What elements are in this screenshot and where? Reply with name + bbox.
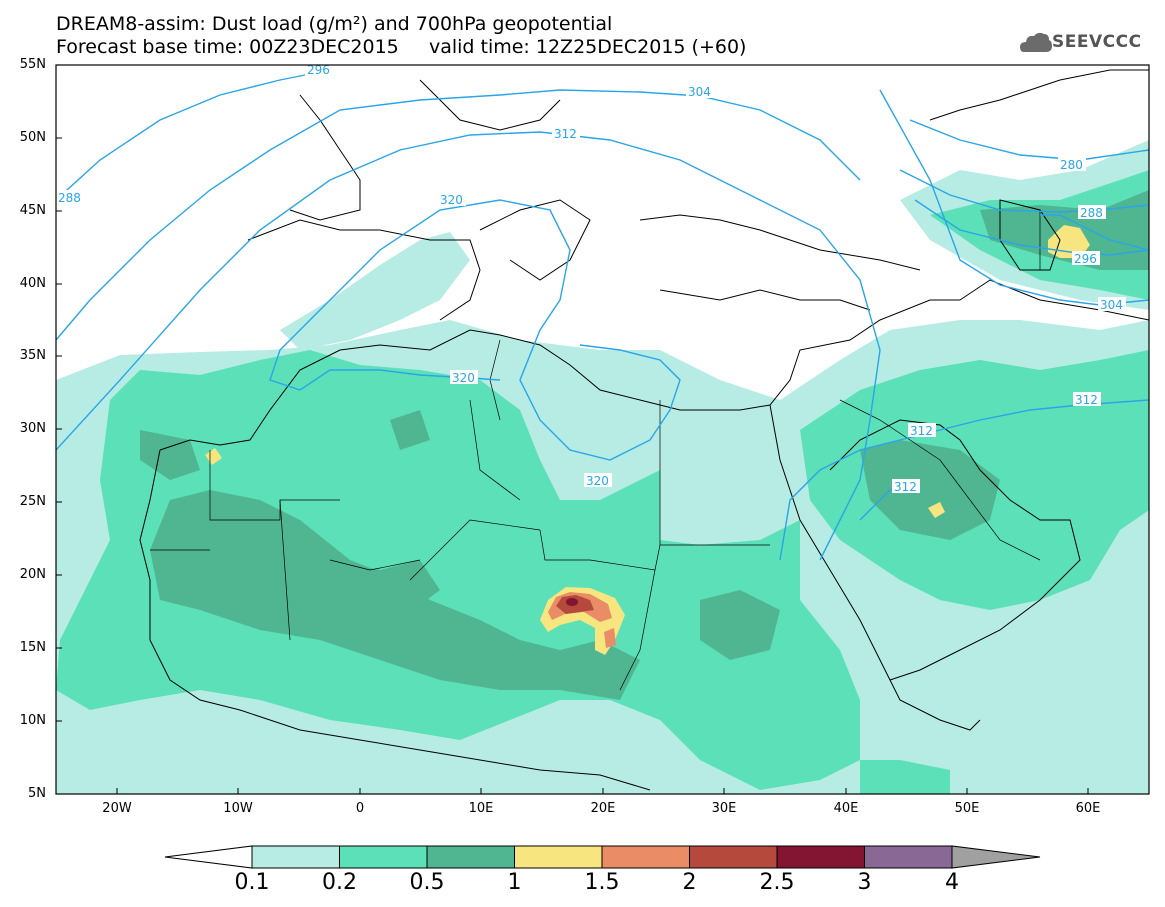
- contour-label-312-gulf: 312: [910, 424, 933, 438]
- title-line-2: Forecast base time: 00Z23DEC2015 valid t…: [56, 36, 747, 58]
- contour-label-296-east: 296: [1074, 252, 1097, 266]
- lat-label-50n: 50N: [19, 130, 46, 145]
- lon-label-60e: 60E: [1075, 801, 1101, 816]
- lon-label-10w: 10W: [223, 801, 253, 816]
- contour-label-312-east: 312: [1075, 393, 1098, 407]
- dust-level-2-5: [566, 598, 578, 606]
- contour-label-312-arabia: 312: [894, 480, 917, 494]
- colorbar-label-7: 3: [857, 870, 872, 895]
- lat-label-30n: 30N: [19, 421, 46, 436]
- colorbar-label-3: 1: [507, 870, 522, 895]
- lat-label-25n: 25N: [19, 494, 46, 509]
- lon-label-50e: 50E: [954, 801, 980, 816]
- contour-label-296-top: 296: [307, 63, 330, 77]
- lon-label-0: 0: [355, 801, 365, 816]
- contour-label-304: 304: [688, 85, 711, 99]
- title-line-1: DREAM8-assim: Dust load (g/m²) and 700hP…: [56, 13, 613, 35]
- contour-label-group: 296 304 312 320 320 288 280 288 296 304 …: [56, 63, 1126, 494]
- colorbar-label-1: 0.2: [322, 870, 357, 895]
- colorbar-label-6: 2.5: [759, 870, 795, 895]
- contour-label-280: 280: [1060, 158, 1083, 172]
- contour-label-320-south: 320: [586, 474, 609, 488]
- lat-label-55n: 55N: [19, 57, 46, 72]
- lon-label-20w: 20W: [102, 801, 132, 816]
- colorbar-label-8: 4: [945, 870, 959, 895]
- contour-label-304-east: 304: [1100, 298, 1123, 312]
- lon-label-20e: 20E: [590, 801, 616, 816]
- lat-label-15n: 15N: [19, 640, 46, 655]
- lat-label-40n: 40N: [19, 276, 46, 291]
- contour-label-320-north: 320: [440, 193, 463, 207]
- coastlines: [139, 69, 1149, 791]
- colorbar-label-5: 2: [682, 870, 697, 895]
- colorbar-label-0: 0.1: [234, 870, 270, 895]
- lat-label-35n: 35N: [19, 348, 46, 363]
- colorbar-label-4: 1.5: [584, 870, 620, 895]
- cloud-icon: [1020, 32, 1052, 52]
- lon-label-40e: 40E: [833, 801, 859, 816]
- contour-label-312: 312: [554, 127, 577, 141]
- lon-label-30e: 30E: [711, 801, 737, 816]
- contour-label-320-med: 320: [452, 371, 475, 385]
- tick-marks: [56, 64, 1089, 794]
- colorbar-label-2: 0.5: [409, 870, 445, 895]
- lat-label-10n: 10N: [19, 713, 46, 728]
- lat-label-5n: 5N: [28, 786, 46, 801]
- lon-label-10e: 10E: [468, 801, 494, 816]
- logo-text: SEEVCCC: [1052, 32, 1142, 52]
- lat-label-45n: 45N: [19, 203, 46, 218]
- contour-label-288-east: 288: [1080, 206, 1103, 220]
- lat-label-20n: 20N: [19, 567, 46, 582]
- contour-label-288-west: 288: [58, 191, 81, 205]
